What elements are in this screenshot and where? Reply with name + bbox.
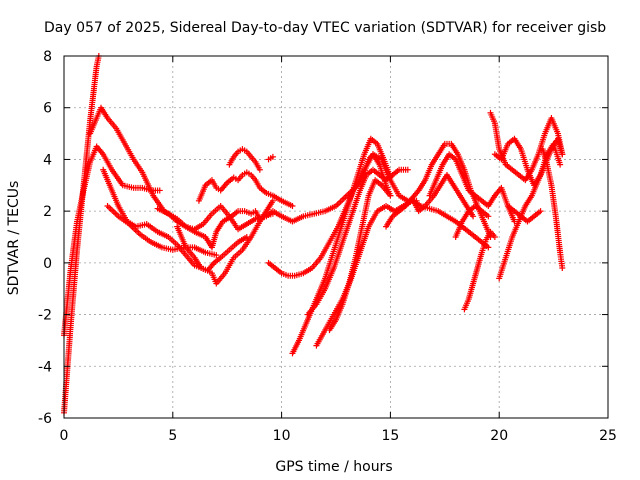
x-tick-label: 20 [490,428,508,444]
data-point-plus [485,213,492,220]
data-point-plus [491,234,498,240]
data-point-plus [559,151,566,158]
data-point-plus [256,166,263,173]
y-tick-label: -4 [38,359,52,375]
data-point-plus [404,166,411,173]
y-tick-label: -2 [38,308,52,324]
series-track-9 [226,146,263,173]
data-point-plus [269,197,276,204]
y-axis-label: SDTVAR / TECUs [6,181,22,296]
plot-frame [63,55,609,419]
data-point-plus [213,252,220,259]
y-tick-label: 6 [43,101,52,117]
y-tick-label: -6 [38,411,52,427]
data-point-plus [559,265,566,272]
series-track-16 [383,171,477,230]
series-track-18 [426,151,518,225]
x-tick-label: 25 [599,428,617,444]
chart-data-marks [61,53,566,416]
series-track-24 [504,202,544,225]
series-track-8 [195,169,296,209]
series-track-7 [174,197,276,287]
data-point-plus [269,153,276,160]
series-track-13 [304,166,411,318]
data-point-plus [537,208,544,215]
y-tick-label: 2 [43,204,52,220]
series-track-20 [461,228,498,313]
x-axis-label: GPS time / hours [275,459,392,475]
series-track-10 [265,153,276,163]
series-track-25 [539,146,566,272]
x-tick-label: 10 [273,428,291,444]
data-point-plus [156,187,163,194]
series-track-15 [326,177,394,334]
data-point-plus [485,244,492,251]
data-point-plus [387,192,394,199]
chart-axes-ticks: 0 5 10 15 20 25 -6 -4 -2 0 2 4 6 8 [38,49,617,444]
y-tick-label: 8 [43,49,52,65]
data-point-plus [557,161,564,168]
data-point-plus [289,202,296,209]
y-tick-label: 0 [43,256,52,272]
series-track-17 [409,140,494,240]
x-tick-label: 5 [168,428,177,444]
y-tick-label: 4 [43,152,52,168]
x-tick-label: 0 [60,428,69,444]
series-track-19 [452,202,492,240]
chart-title: Day 057 of 2025, Sidereal Day-to-day VTE… [44,20,606,36]
data-point-plus [470,213,477,220]
x-tick-label: 15 [381,428,399,444]
